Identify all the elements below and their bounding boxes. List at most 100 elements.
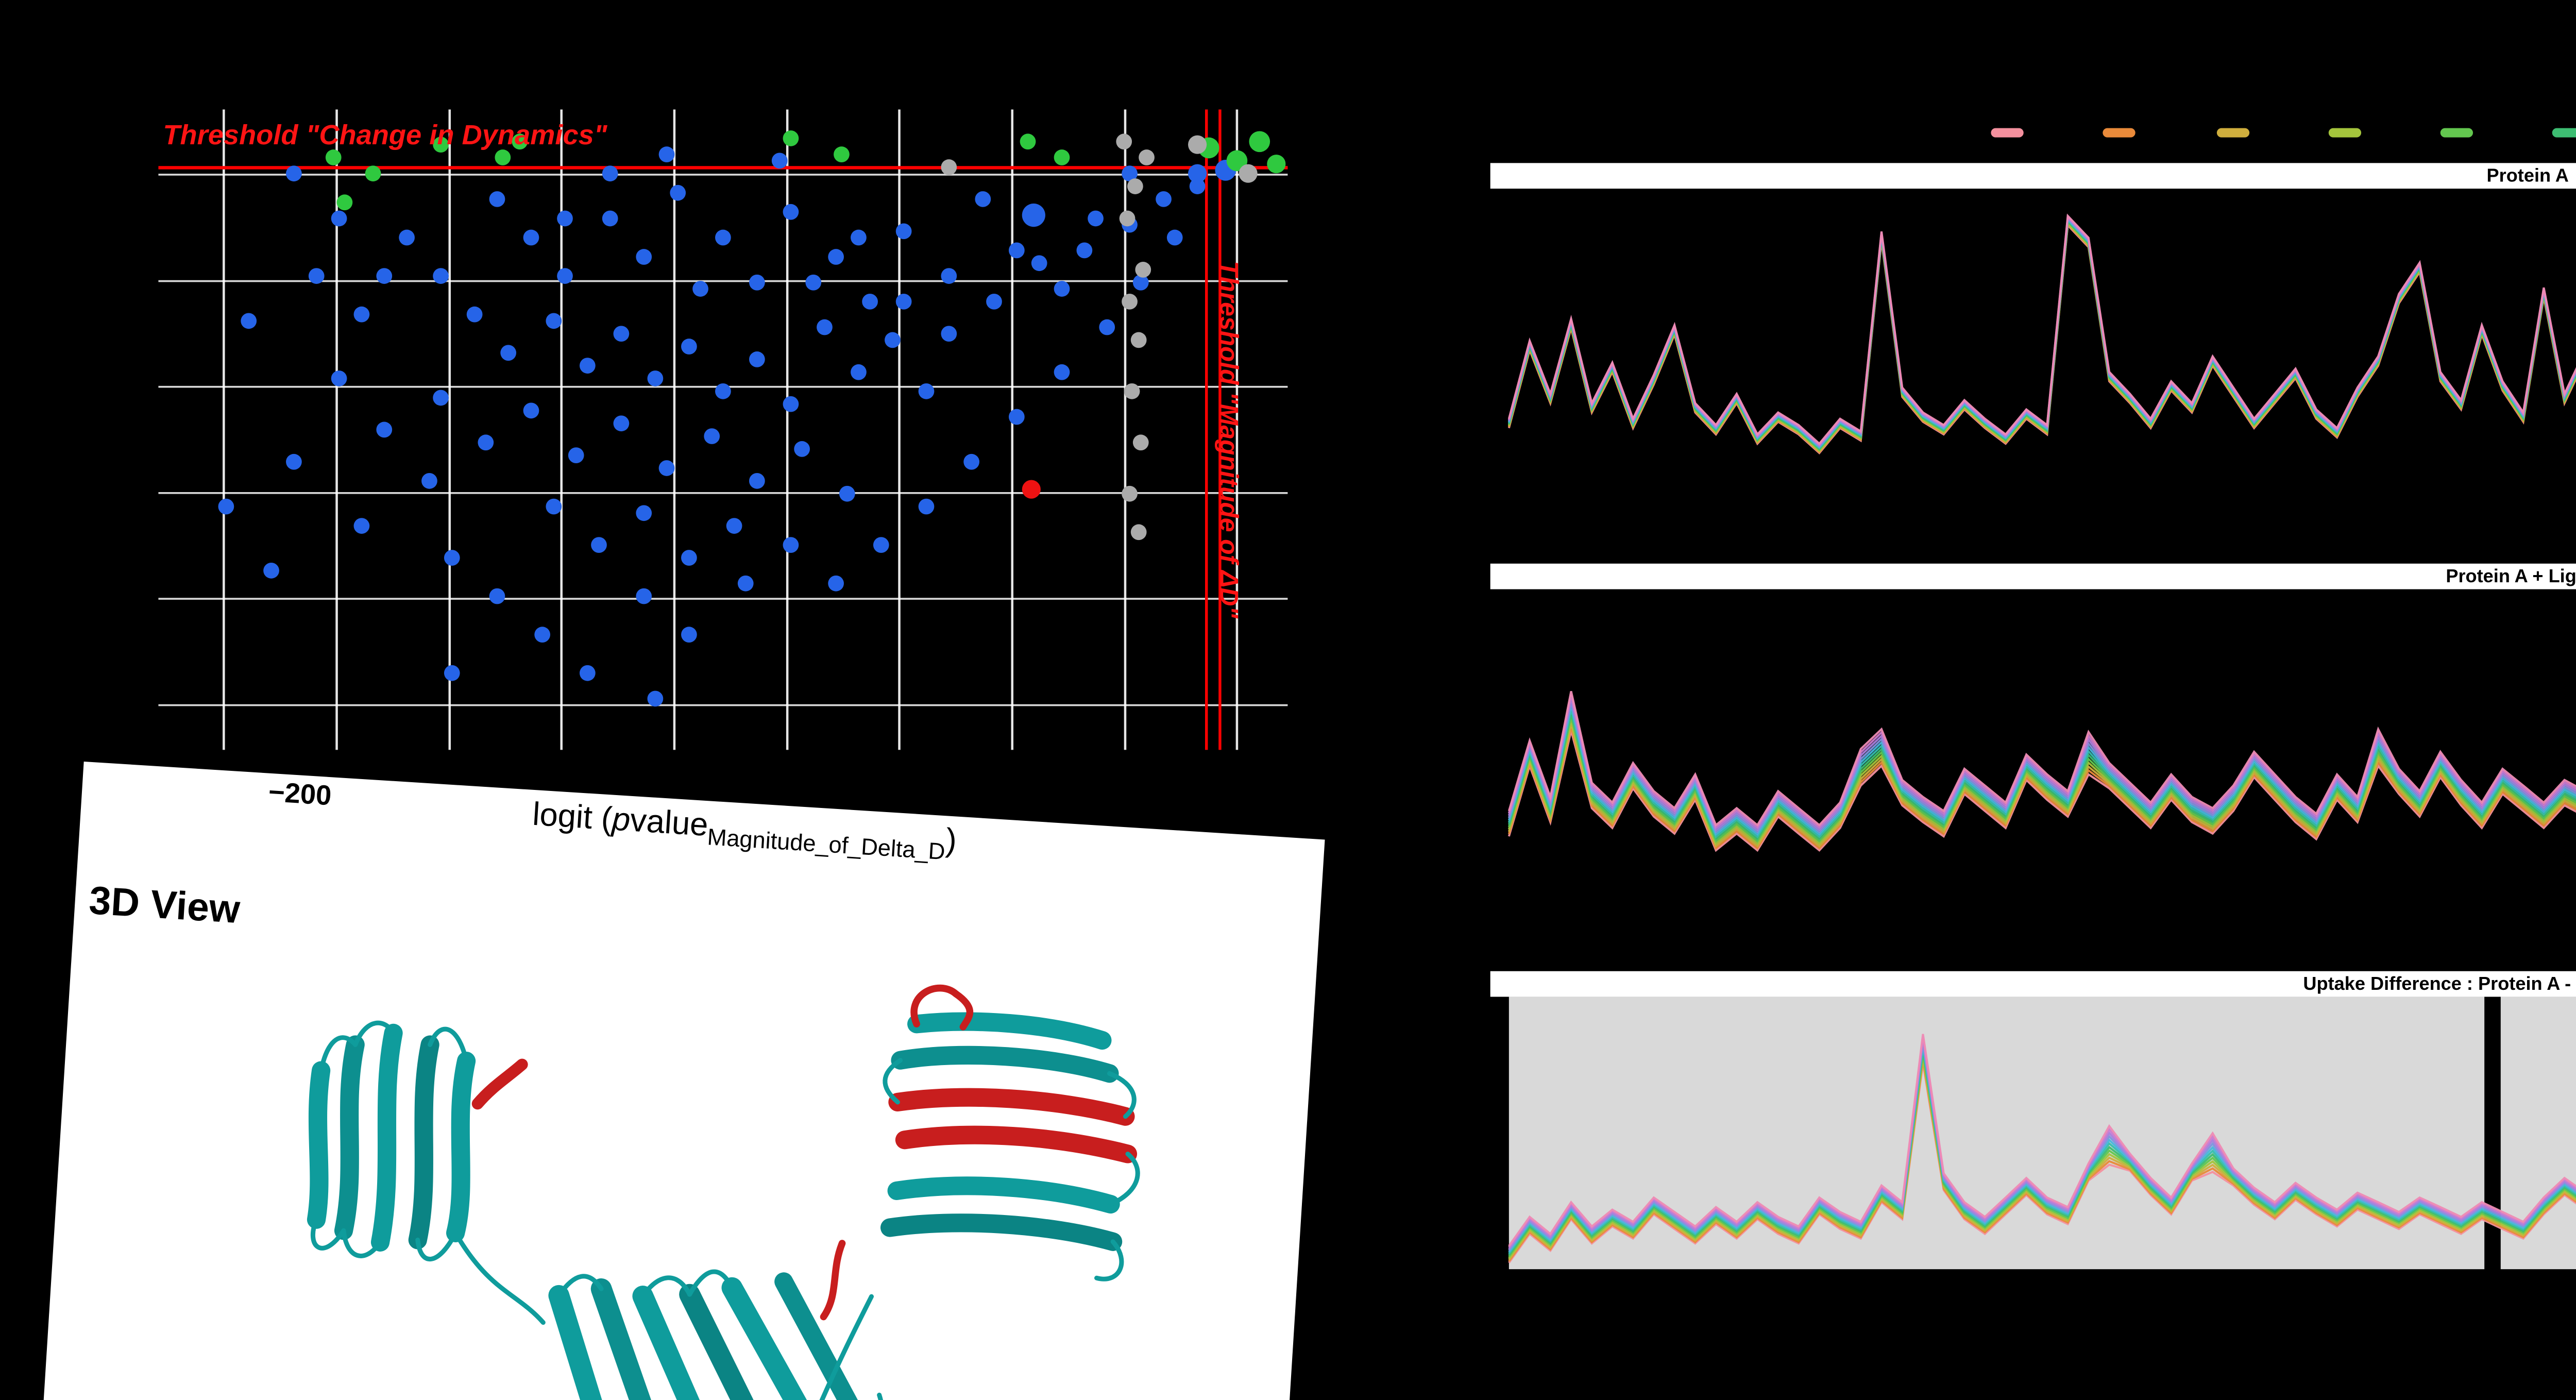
- 3d-view-panel[interactable]: −200 logit (pvalueMagnitude_of_Delta_D) …: [37, 761, 1325, 1400]
- legend-swatch-6[interactable]: [2553, 128, 2576, 137]
- scatter-point-blue[interactable]: [636, 588, 652, 604]
- scatter-point-green[interactable]: [834, 146, 850, 163]
- scatter-point-blue[interactable]: [433, 268, 449, 284]
- scatter-point-blue[interactable]: [613, 326, 630, 342]
- scatter-point-blue[interactable]: [353, 518, 370, 534]
- scatter-point-blue[interactable]: [308, 268, 325, 284]
- scatter-point-blue[interactable]: [817, 319, 833, 335]
- scatter-point-blue[interactable]: [1054, 281, 1070, 297]
- scatter-point-blue[interactable]: [839, 485, 855, 502]
- scatter-point-blue[interactable]: [749, 351, 765, 367]
- scatter-point-blue[interactable]: [885, 332, 901, 348]
- scatter-point-blue[interactable]: [1166, 229, 1183, 246]
- scatter-point-green[interactable]: [433, 137, 449, 153]
- scatter-point-blue[interactable]: [715, 229, 731, 246]
- scatter-point-gray[interactable]: [1122, 293, 1138, 310]
- scatter-point-blue[interactable]: [681, 550, 697, 566]
- scatter-point-blue[interactable]: [647, 690, 664, 707]
- scatter-point-green[interactable]: [495, 149, 511, 165]
- scatter-point-blue[interactable]: [241, 313, 257, 329]
- scatter-point-blue[interactable]: [895, 223, 912, 240]
- protein-structure[interactable]: [105, 919, 1255, 1400]
- scatter-point-blue[interactable]: [1189, 178, 1206, 194]
- scatter-point-blue[interactable]: [376, 268, 393, 284]
- uptake-chart-protein-a[interactable]: [1490, 191, 2576, 548]
- scatter-point-gray[interactable]: [1116, 133, 1132, 150]
- scatter-point-green[interactable]: [1249, 131, 1270, 153]
- scatter-point-blue[interactable]: [895, 293, 912, 310]
- scatter-point-blue[interactable]: [433, 390, 449, 406]
- scatter-point-blue[interactable]: [376, 421, 393, 438]
- scatter-point-blue[interactable]: [1132, 274, 1149, 291]
- scatter-point-gray[interactable]: [1122, 485, 1138, 502]
- scatter-point-blue[interactable]: [636, 249, 652, 265]
- scatter-point-green[interactable]: [365, 165, 381, 182]
- scatter-point-gray[interactable]: [941, 159, 957, 175]
- scatter-point-blue[interactable]: [647, 370, 664, 386]
- scatter-point-blue[interactable]: [579, 665, 596, 681]
- scatter-point-blue[interactable]: [546, 498, 562, 515]
- scatter-point-blue[interactable]: [286, 453, 302, 470]
- scatter-point-blue[interactable]: [546, 313, 562, 329]
- scatter-point-blue[interactable]: [1076, 242, 1093, 259]
- scatter-point-blue[interactable]: [704, 428, 720, 444]
- scatter-point-blue[interactable]: [421, 473, 437, 489]
- scatter-point-gray[interactable]: [1130, 332, 1147, 348]
- scatter-point-blue[interactable]: [692, 281, 708, 297]
- scatter-point-blue[interactable]: [1099, 319, 1115, 335]
- scatter-point-blue[interactable]: [636, 505, 652, 521]
- scatter-point-blue[interactable]: [986, 293, 1002, 310]
- scatter-point-blue[interactable]: [726, 518, 742, 534]
- scatter-point-gray[interactable]: [1124, 383, 1140, 399]
- scatter-point-blue[interactable]: [500, 345, 517, 361]
- legend-swatch-4[interactable]: [2328, 128, 2361, 137]
- scatter-point-blue[interactable]: [557, 268, 573, 284]
- scatter-point-green[interactable]: [1267, 155, 1286, 174]
- scatter-point-blue[interactable]: [851, 229, 867, 246]
- scatter-point-blue[interactable]: [794, 441, 810, 457]
- legend-swatch-3[interactable]: [2215, 128, 2249, 137]
- scatter-point-green[interactable]: [1226, 150, 1248, 172]
- scatter-point-gray[interactable]: [1139, 149, 1155, 165]
- legend-swatch-1[interactable]: [1991, 128, 2024, 137]
- scatter-point-gray[interactable]: [1239, 164, 1258, 183]
- scatter-point-blue[interactable]: [681, 627, 697, 643]
- scatter-point-green[interactable]: [783, 130, 799, 146]
- scatter-point-blue[interactable]: [613, 415, 630, 432]
- scatter-point-blue[interactable]: [444, 550, 460, 566]
- scatter-point-blue[interactable]: [489, 588, 505, 604]
- scatter-point-blue[interactable]: [263, 562, 279, 579]
- scatter-point-blue[interactable]: [670, 184, 686, 201]
- scatter-point-blue[interactable]: [1156, 191, 1172, 207]
- scatter-point-blue[interactable]: [1022, 204, 1045, 227]
- scatter-point-blue[interactable]: [658, 146, 675, 163]
- scatter-point-blue[interactable]: [523, 402, 539, 419]
- scatter-point-blue[interactable]: [941, 326, 957, 342]
- scatter-point-red[interactable]: [1022, 480, 1041, 499]
- scatter-point-blue[interactable]: [771, 153, 788, 169]
- scatter-point-green[interactable]: [1054, 149, 1070, 165]
- scatter-point-blue[interactable]: [862, 293, 878, 310]
- scatter-point-blue[interactable]: [851, 364, 867, 380]
- uptake-chart-protein-a-ligand[interactable]: [1490, 592, 2576, 948]
- scatter-point-blue[interactable]: [331, 370, 347, 386]
- scatter-point-blue[interactable]: [1008, 242, 1025, 259]
- scatter-point-blue[interactable]: [658, 460, 675, 476]
- scatter-point-gray[interactable]: [1135, 262, 1151, 278]
- scatter-point-blue[interactable]: [1188, 164, 1207, 183]
- scatter-point-blue[interactable]: [828, 575, 844, 592]
- scatter-point-blue[interactable]: [805, 274, 822, 291]
- scatter-point-blue[interactable]: [579, 358, 596, 374]
- scatter-point-blue[interactable]: [749, 473, 765, 489]
- legend-swatch-2[interactable]: [2103, 128, 2136, 137]
- scatter-point-blue[interactable]: [444, 665, 460, 681]
- scatter-point-blue[interactable]: [1008, 409, 1025, 425]
- scatter-point-blue[interactable]: [918, 383, 935, 399]
- scatter-point-blue[interactable]: [963, 453, 980, 470]
- scatter-point-gray[interactable]: [1119, 210, 1136, 227]
- scatter-point-blue[interactable]: [1031, 255, 1047, 272]
- legend-swatch-5[interactable]: [2441, 128, 2473, 137]
- scatter-point-gray[interactable]: [1127, 178, 1143, 194]
- scatter-point-blue[interactable]: [783, 396, 799, 412]
- scatter-point-blue[interactable]: [783, 204, 799, 220]
